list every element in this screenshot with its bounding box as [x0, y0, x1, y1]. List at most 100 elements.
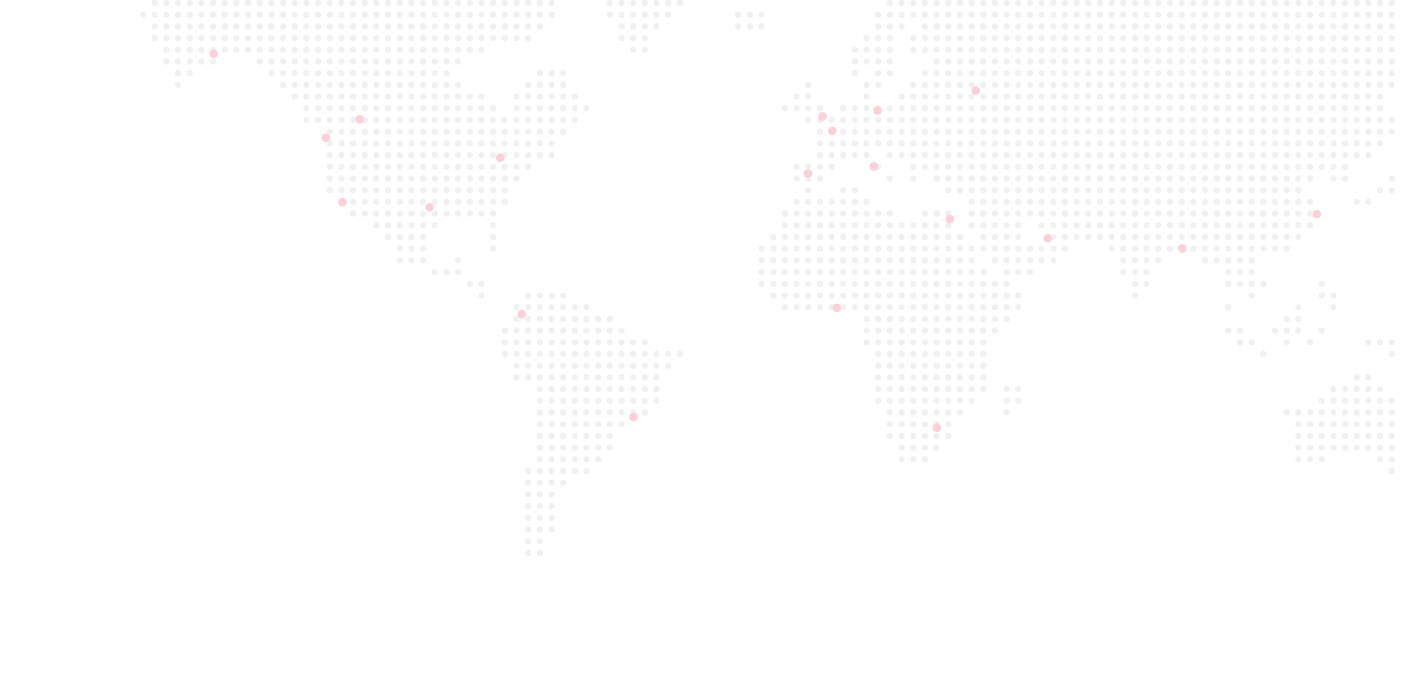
land-dot: [1248, 140, 1255, 147]
land-dot: [583, 304, 590, 311]
land-dot: [1050, 210, 1057, 217]
land-dot: [245, 11, 252, 18]
land-dot: [338, 23, 345, 30]
land-dot: [630, 35, 637, 42]
land-dot: [1085, 0, 1092, 7]
land-dot: [653, 23, 660, 30]
marker-lagos: [832, 303, 842, 313]
land-dot: [420, 233, 427, 241]
land-dot: [1131, 245, 1139, 252]
land-dot: [1178, 175, 1185, 182]
land-dot: [1166, 23, 1174, 30]
land-dot: [1096, 46, 1104, 53]
land-dot: [326, 46, 333, 53]
land-dot: [1096, 233, 1104, 241]
land-dot: [1213, 152, 1220, 159]
land-dot: [1342, 0, 1349, 7]
land-dot: [385, 187, 392, 194]
land-dot: [606, 444, 613, 451]
land-dot: [548, 397, 555, 404]
land-dot: [1166, 245, 1174, 252]
land-dot: [1213, 233, 1220, 241]
land-dot: [618, 0, 625, 7]
land-dot: [1388, 175, 1395, 182]
land-dot: [443, 58, 450, 65]
land-dot: [338, 152, 345, 159]
land-dot: [886, 409, 894, 416]
land-dot: [1213, 0, 1220, 7]
land-dot: [1248, 163, 1255, 170]
land-dot: [1225, 152, 1232, 159]
land-dot: [1330, 116, 1337, 124]
land-dot: [385, 35, 392, 42]
land-dot: [385, 222, 392, 229]
land-dot: [991, 81, 999, 88]
land-dot: [1318, 93, 1325, 100]
land-dot: [793, 93, 800, 100]
land-dot: [1085, 163, 1092, 170]
land-dot: [933, 116, 940, 124]
land-dot: [805, 222, 812, 229]
land-dot: [1061, 198, 1069, 205]
land-dot: [1213, 35, 1220, 42]
land-dot: [1096, 187, 1104, 194]
land-dot: [956, 187, 964, 194]
land-dot: [1073, 23, 1080, 30]
land-dot: [431, 128, 438, 135]
land-dot: [1353, 93, 1360, 100]
land-dot: [595, 397, 602, 404]
land-dot: [396, 23, 403, 30]
land-dot: [548, 152, 555, 159]
land-dot: [536, 374, 543, 381]
land-dot: [478, 35, 485, 42]
land-dot: [840, 233, 847, 241]
land-dot: [921, 421, 929, 428]
land-dot: [326, 11, 333, 18]
land-dot: [840, 140, 847, 147]
land-dot: [980, 58, 987, 65]
land-dot: [1365, 11, 1372, 18]
land-dot: [1085, 58, 1092, 65]
land-dot: [968, 350, 975, 358]
land-dot: [1295, 175, 1302, 182]
land-dot: [875, 222, 882, 229]
land-dot: [1190, 93, 1197, 100]
land-dot: [898, 116, 905, 124]
land-dot: [536, 538, 543, 545]
land-dot: [793, 292, 800, 299]
land-dot: [513, 362, 520, 369]
land-dot: [910, 339, 917, 346]
land-dot: [548, 386, 555, 393]
land-dot: [1365, 46, 1372, 53]
land-dot: [466, 187, 473, 194]
land-dot: [1120, 163, 1127, 170]
land-dot: [863, 222, 870, 229]
land-dot: [945, 280, 952, 287]
land-dot: [1388, 350, 1395, 358]
land-dot: [548, 0, 555, 7]
land-dot: [898, 128, 905, 135]
land-dot: [1096, 23, 1104, 30]
land-dot: [781, 292, 789, 299]
land-dot: [1190, 163, 1197, 170]
land-dot: [1377, 432, 1384, 439]
land-dot: [268, 23, 275, 30]
land-dot: [595, 386, 602, 393]
land-dot: [326, 81, 333, 88]
land-dot: [1201, 46, 1209, 53]
land-dot: [466, 35, 473, 42]
land-dot: [420, 70, 427, 77]
land-dot: [525, 538, 532, 545]
land-dot: [1085, 140, 1092, 147]
land-dot: [1365, 116, 1372, 124]
land-dot: [875, 35, 882, 42]
land-dot: [910, 175, 917, 182]
land-dot: [560, 70, 567, 77]
land-dot: [910, 362, 917, 369]
land-dot: [1061, 23, 1069, 30]
land-dot: [1283, 116, 1290, 124]
land-dot: [1096, 140, 1104, 147]
land-dot: [233, 35, 240, 42]
land-dot: [455, 269, 462, 276]
land-dot: [583, 105, 590, 112]
